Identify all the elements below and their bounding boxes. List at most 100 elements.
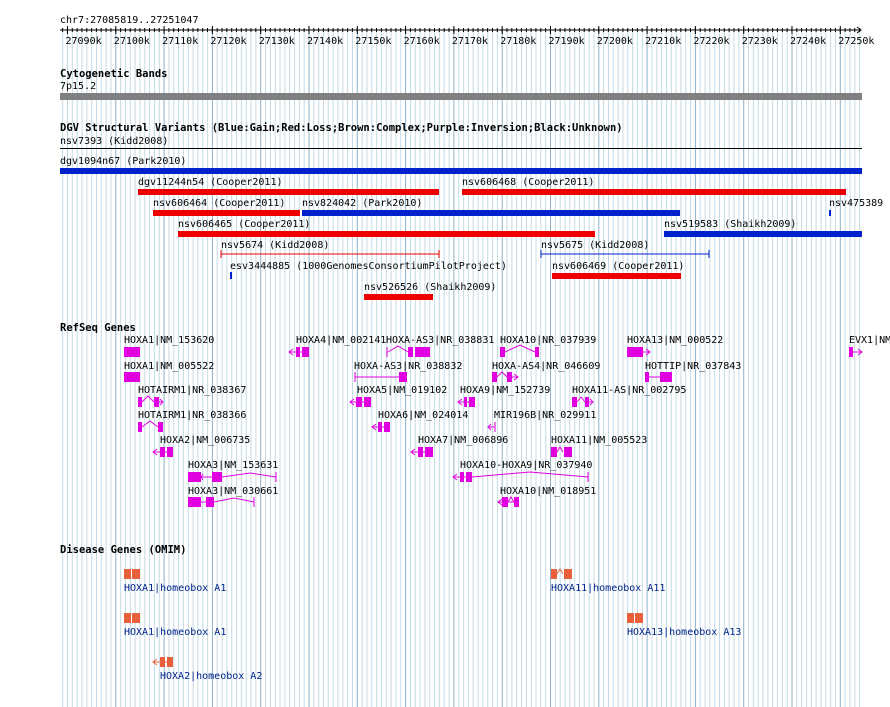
variant-bar[interactable]	[153, 210, 300, 216]
gene-label: HOTAIRM1|NR_038366	[138, 410, 247, 421]
omim-gene-link[interactable]: HOXA2|homeobox A2	[160, 671, 263, 682]
omim-glyph	[124, 613, 140, 623]
ruler-tick-label: 27120k	[210, 36, 246, 47]
ruler-tick-label: 27160k	[404, 36, 440, 47]
gene-glyph	[849, 347, 863, 357]
gene-glyph	[572, 396, 594, 407]
gene-glyph	[627, 347, 651, 357]
gene-label: HOXA10-HOXA9|NR_037940	[460, 460, 593, 471]
ruler-tick-label: 27200k	[597, 36, 633, 47]
gene-glyph	[124, 347, 140, 357]
ruler-tick-label: 27150k	[355, 36, 391, 47]
gene-label: HOXA11-AS|NR_002795	[572, 385, 687, 396]
location-label: chr7:27085819..27251047	[60, 15, 199, 26]
variant-bar[interactable]	[302, 210, 680, 216]
variant-bar[interactable]	[552, 273, 681, 279]
variant-label: esv3444885 (1000GenomesConsortiumPilotPr…	[230, 261, 507, 272]
gene-label: HOXA10|NR_037939	[500, 335, 597, 346]
gene-glyph	[152, 447, 173, 457]
refseq-track-title: RefSeq Genes	[60, 322, 136, 334]
variant-bar[interactable]	[540, 250, 712, 258]
variant-bar[interactable]	[230, 272, 232, 279]
ruler-tick-label: 27190k	[549, 36, 585, 47]
gene-glyph	[188, 497, 255, 507]
gene-glyph	[500, 344, 539, 357]
gene-label: HOXA3|NM_030661	[188, 486, 279, 497]
variant-bar[interactable]	[829, 210, 831, 216]
variant-label: nsv5675 (Kidd2008)	[541, 240, 650, 251]
variant-label: nsv5674 (Kidd2008)	[221, 240, 330, 251]
gene-label: HOXA-AS3|NR_038832	[354, 361, 463, 372]
gene-label: HOXA3|NM_153631	[188, 460, 279, 471]
ruler-axis: 27090k 27100k 27110k 27120k 27130k 27140k 2715…	[60, 26, 874, 47]
gene-label: HOXA1|NM_153620	[124, 335, 215, 346]
ruler-tick-label: 27110k	[162, 36, 198, 47]
gene-glyph	[410, 447, 433, 457]
variant-bar[interactable]	[364, 294, 433, 300]
omim-gene-link[interactable]: HOXA1|homeobox A1	[124, 583, 227, 594]
variant-bar[interactable]	[178, 231, 595, 237]
variant-label: dgv1094n67 (Park2010)	[60, 156, 187, 167]
ruler-tick-label: 27130k	[259, 36, 295, 47]
variant-label: dgv11244n54 (Cooper2011)	[138, 177, 283, 188]
variant-bar[interactable]	[220, 250, 442, 258]
gene-glyph	[188, 472, 277, 482]
gene-glyph	[645, 372, 672, 382]
gene-glyph	[124, 372, 140, 382]
gene-glyph	[138, 395, 164, 407]
gene-label: HOXA-AS3|NR_038831	[386, 335, 495, 346]
gene-glyph	[492, 371, 519, 382]
omim-track-title: Disease Genes (OMIM)	[60, 544, 187, 556]
gene-label: HOTAIRM1|NR_038367	[138, 385, 247, 396]
gene-glyph	[457, 397, 475, 407]
gene-label: HOXA-AS4|NR_046609	[492, 361, 601, 372]
gene-glyph	[551, 446, 572, 457]
cytoband-bar[interactable]	[60, 93, 862, 100]
variant-label: nsv824042 (Park2010)	[302, 198, 423, 209]
gene-label: HOXA11|NM_005523	[551, 435, 648, 446]
gene-label: MIR196B|NR_029911	[494, 410, 597, 421]
gene-glyph	[371, 422, 390, 432]
omim-glyph	[551, 568, 572, 579]
variant-bar[interactable]	[664, 231, 862, 237]
ruler-tick-label: 27180k	[500, 36, 536, 47]
gene-label: HOTTIP|NR_037843	[645, 361, 742, 372]
gene-label: HOXA13|NM_000522	[627, 335, 724, 346]
gene-glyph	[138, 420, 163, 432]
variant-label: nsv606465 (Cooper2011)	[178, 219, 311, 230]
omim-glyph	[627, 613, 643, 623]
dgv-track-title: DGV Structural Variants (Blue:Gain;Red:L…	[60, 122, 623, 134]
variant-bar[interactable]	[60, 168, 862, 174]
gene-label: HOXA1|NM_005522	[124, 361, 215, 372]
cytoband-label: 7p15.2	[60, 81, 97, 92]
omim-gene-link[interactable]: HOXA13|homeobox A13	[627, 627, 742, 638]
variant-label: nsv7393 (Kidd2008)	[60, 136, 169, 147]
ruler-tick-label: 27090k	[66, 36, 102, 47]
gene-label: HOXA6|NM_024014	[378, 410, 469, 421]
variant-bar[interactable]	[60, 148, 862, 149]
gene-label: EVX1|NM	[849, 335, 890, 346]
ruler-tick-label: 27230k	[742, 36, 778, 47]
gene-glyph	[349, 397, 371, 407]
gene-glyph	[452, 471, 589, 482]
ruler-tick-label: 27170k	[452, 36, 488, 47]
variant-bar[interactable]	[138, 189, 439, 195]
scale-ruler[interactable]: chr7:27085819..27251047 27090k 27100k 2711…	[0, 0, 890, 60]
omim-gene-link[interactable]: HOXA11|homeobox A11	[551, 583, 666, 594]
variant-label: nsv606464 (Cooper2011)	[153, 198, 286, 209]
gene-label: HOXA10|NM_018951	[500, 486, 597, 497]
ruler-tick-label: 27240k	[790, 36, 826, 47]
ruler-tick-label: 27250k	[838, 36, 874, 47]
cytoband-track-title: Cytogenetic Bands	[60, 68, 168, 80]
variant-label: nsv526526 (Shaikh2009)	[364, 282, 497, 293]
gene-glyph	[354, 372, 407, 382]
omim-gene-link[interactable]: HOXA1|homeobox A1	[124, 627, 227, 638]
variant-bar[interactable]	[462, 189, 846, 195]
variant-label: nsv606469 (Cooper2011)	[552, 261, 685, 272]
variant-label: nsv475389	[829, 198, 884, 209]
gene-label: HOXA9|NM_152739	[460, 385, 551, 396]
ruler-tick-label: 27100k	[114, 36, 150, 47]
